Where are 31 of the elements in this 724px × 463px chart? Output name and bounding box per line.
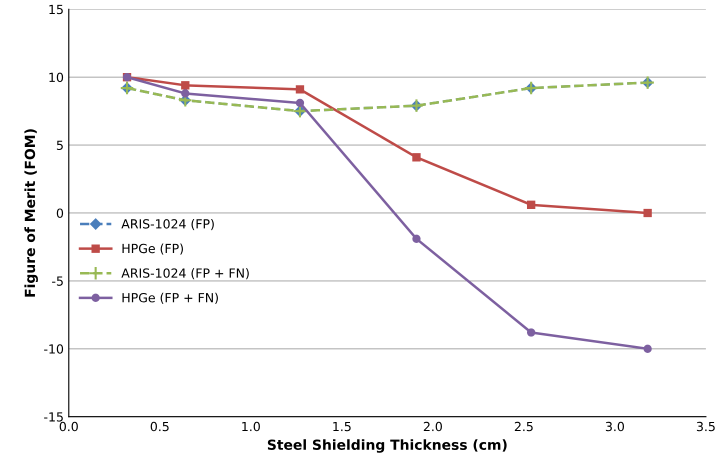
point	[412, 153, 421, 162]
x-axis-title: Steel Shielding Thickness (cm)	[268, 439, 507, 453]
y-tick-label: 0	[56, 208, 64, 218]
point	[181, 81, 190, 90]
legend-label: HPGe (FP + FN)	[122, 292, 218, 304]
point	[526, 200, 536, 209]
x-tick-label: 2.0	[424, 422, 442, 432]
x-tick-label: 3.5	[696, 422, 715, 432]
y-tick-label: 10	[49, 72, 64, 82]
y-axis-title: Figure of Merit (FOM)	[24, 129, 38, 297]
point	[296, 98, 304, 108]
x-tick-label: 0.0	[60, 422, 78, 432]
x-tick-label: 3.0	[606, 422, 624, 432]
x-tick-label: 1.0	[242, 422, 260, 432]
point	[412, 234, 421, 243]
y-tick-label: 5	[56, 140, 63, 150]
point	[296, 85, 304, 94]
legend-label: HPGe (FP)	[122, 244, 183, 255]
y-tick-label: -10	[44, 344, 64, 354]
y-tick-label: -15	[44, 412, 63, 422]
x-tick-label: 0.5	[150, 422, 169, 432]
point	[181, 89, 190, 98]
x-tick-label: 1.5	[333, 422, 351, 432]
x-tick-label: 2.5	[514, 422, 533, 432]
point	[526, 328, 536, 337]
point	[643, 344, 652, 353]
y-tick-label: -5	[52, 276, 63, 286]
legend-label: ARIS-1024 (FP + FN)	[121, 268, 249, 280]
legend-label: ARIS-1024 (FP)	[121, 218, 214, 230]
y-tick-label: 15	[49, 4, 63, 14]
point	[643, 208, 652, 218]
